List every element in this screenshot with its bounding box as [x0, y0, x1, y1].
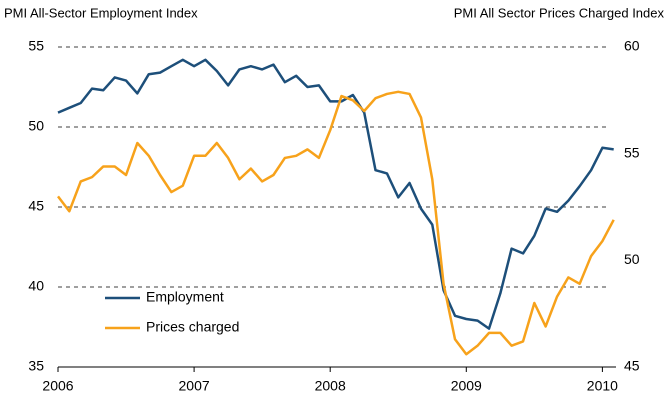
y2-axis-title: PMI All Sector Prices Charged Index [454, 5, 665, 20]
x-tick-label: 2009 [451, 378, 482, 394]
y-tick-label: 35 [28, 358, 44, 374]
y-axis-title: PMI All-Sector Employment Index [4, 5, 198, 20]
legend-label: Prices charged [146, 319, 239, 335]
x-tick-label: 2008 [315, 378, 346, 394]
series-line [57, 58, 614, 330]
y2-tick-label: 45 [624, 358, 640, 374]
y-tick-label: 50 [28, 118, 44, 134]
x-tick-label: 2006 [42, 378, 73, 394]
y2-tick-label: 50 [624, 251, 640, 267]
y-tick-label: 55 [28, 38, 44, 54]
x-tick-label: 2007 [179, 378, 210, 394]
legend-label: Employment [146, 289, 224, 305]
series-line [57, 90, 615, 356]
x-tick-label: 2010 [587, 378, 618, 394]
y2-tick-label: 55 [624, 144, 640, 160]
y-tick-label: 40 [28, 278, 44, 294]
y-tick-label: 45 [28, 198, 44, 214]
y2-tick-label: 60 [624, 38, 640, 54]
